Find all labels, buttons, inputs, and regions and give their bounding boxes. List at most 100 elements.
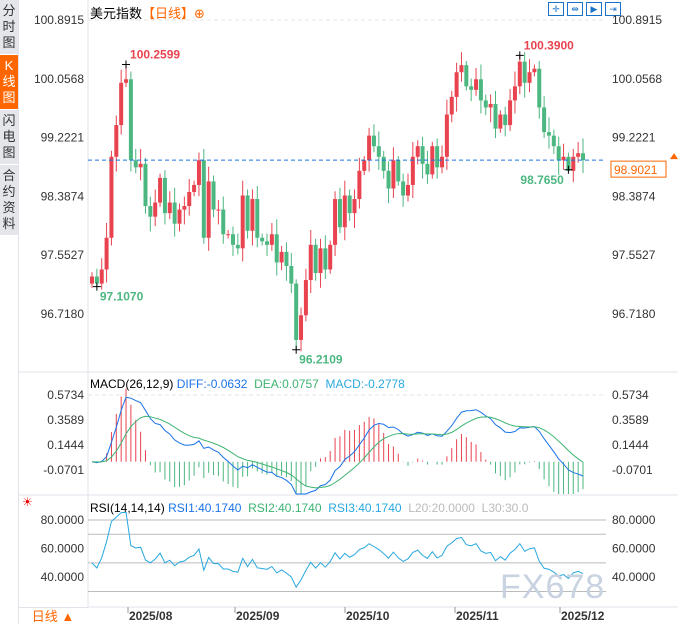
macd-tick-right: -0.0701 [612, 463, 653, 477]
candle-body [177, 209, 182, 224]
candle-body [522, 61, 527, 83]
candle-body [474, 79, 479, 90]
candle-body [371, 135, 376, 147]
tab-kline[interactable]: K线图 [0, 55, 18, 110]
x-tick-label: 2025/10 [346, 609, 390, 623]
candle-body [478, 79, 483, 101]
candle-body [109, 156, 114, 238]
x-tick-label: 2025/09 [236, 609, 280, 623]
rsi-tick-left: 60.0000 [41, 542, 85, 556]
sidebar: 分时图 K线图 闪电图 合约资料 [0, 0, 18, 236]
candle-body [299, 315, 304, 340]
candle-body [148, 206, 153, 217]
candle-body [245, 195, 250, 231]
extreme-marker [122, 60, 131, 69]
macd-tick-left: 0.5734 [47, 388, 84, 402]
candle-body [323, 248, 328, 270]
rsi-tick-right: 80.0000 [612, 513, 656, 527]
candle-body [318, 248, 323, 274]
candle-body [357, 170, 362, 200]
extreme-marker [292, 345, 301, 354]
candle-body [124, 79, 129, 83]
fit-range-icon[interactable]: ⇹ [567, 2, 583, 16]
tab-contract-info[interactable]: 合约资料 [0, 165, 18, 236]
chart-title: 美元指数【日线】⊕ [90, 3, 205, 22]
rsi-tick-left: 80.0000 [41, 513, 85, 527]
tab-intraday[interactable]: 分时图 [0, 0, 18, 55]
candle-body [459, 65, 464, 73]
low-label: 98.7650 [520, 173, 564, 187]
candle-body [265, 241, 270, 245]
rsi-l30: L30:30.0 [481, 501, 529, 515]
candle-body [391, 160, 396, 189]
candle-body [294, 283, 299, 340]
candle-body [128, 79, 133, 161]
candle-body [532, 68, 537, 73]
candle-body [556, 146, 561, 161]
extreme-marker [515, 51, 524, 60]
candle-body [94, 276, 99, 284]
candle-body [162, 177, 167, 214]
scroll-end-icon[interactable]: ⇥ [605, 2, 621, 16]
candle-body [235, 244, 240, 249]
y-tick-left: 96.7180 [41, 307, 85, 321]
y-tick-right: 99.2221 [612, 131, 656, 145]
x-tick-label: 2025/11 [456, 609, 499, 623]
crosshair-icon[interactable]: ✛ [548, 2, 564, 16]
y-tick-left: 100.0568 [34, 72, 84, 86]
candle-body [211, 181, 216, 210]
candle-body [192, 184, 197, 192]
candle-body [469, 86, 474, 90]
candle-body [158, 177, 163, 203]
candle-body [376, 146, 381, 157]
extreme-marker [92, 282, 101, 291]
candle-body [571, 156, 576, 171]
divider [18, 0, 19, 624]
candle-body [119, 82, 124, 126]
macd-tick-left: 0.1444 [47, 438, 84, 452]
rsi-legend: RSI(14,14,14) RSI1:40.1740 RSI2:40.1740 … [90, 501, 528, 515]
rsi3: RSI3:40.1740 [328, 501, 402, 515]
high-label: 100.2599 [130, 47, 180, 61]
y-tick-left: 99.2221 [41, 131, 85, 145]
extreme-marker [564, 165, 573, 174]
candle-body [143, 163, 148, 207]
candle-body [284, 251, 289, 266]
low-label: 96.2109 [299, 353, 343, 367]
candle-body [138, 163, 143, 168]
candle-body [508, 100, 513, 126]
y-tick-right: 98.3874 [612, 189, 656, 203]
current-price-box [610, 160, 667, 178]
rsi-tick-right: 40.0000 [612, 570, 656, 584]
y-tick-right: 100.8915 [612, 13, 662, 27]
current-price-label: 98.9021 [614, 163, 658, 177]
candle-body [401, 181, 406, 196]
candle-body [440, 156, 445, 168]
macd-tick-right: 0.5734 [612, 388, 649, 402]
candle-body [449, 96, 454, 115]
candle-body [405, 184, 410, 196]
candle-body [420, 146, 425, 164]
candle-body [99, 269, 104, 284]
candle-body [274, 234, 279, 263]
candle-body [226, 234, 231, 236]
candle-body [153, 202, 158, 217]
candle-body [483, 100, 488, 108]
tab-flash[interactable]: 闪电图 [0, 110, 18, 165]
macd-tick-right: 0.3589 [612, 413, 649, 427]
low-label: 97.1070 [100, 290, 144, 304]
settings-sun-icon[interactable]: ☀ [22, 495, 33, 509]
candle-body [367, 135, 372, 161]
candle-body [230, 234, 235, 245]
candle-body [561, 156, 566, 161]
period-label: 【日线】 [142, 6, 195, 21]
candle-body [187, 191, 192, 207]
candle-body [576, 153, 581, 157]
plus-circle-icon[interactable]: ⊕ [194, 6, 205, 21]
period-button[interactable]: 日线 ▲ [18, 607, 88, 625]
candle-body [512, 86, 517, 101]
candle-body [527, 72, 532, 83]
candle-body [396, 160, 401, 182]
play-icon[interactable]: ▶ [586, 2, 602, 16]
